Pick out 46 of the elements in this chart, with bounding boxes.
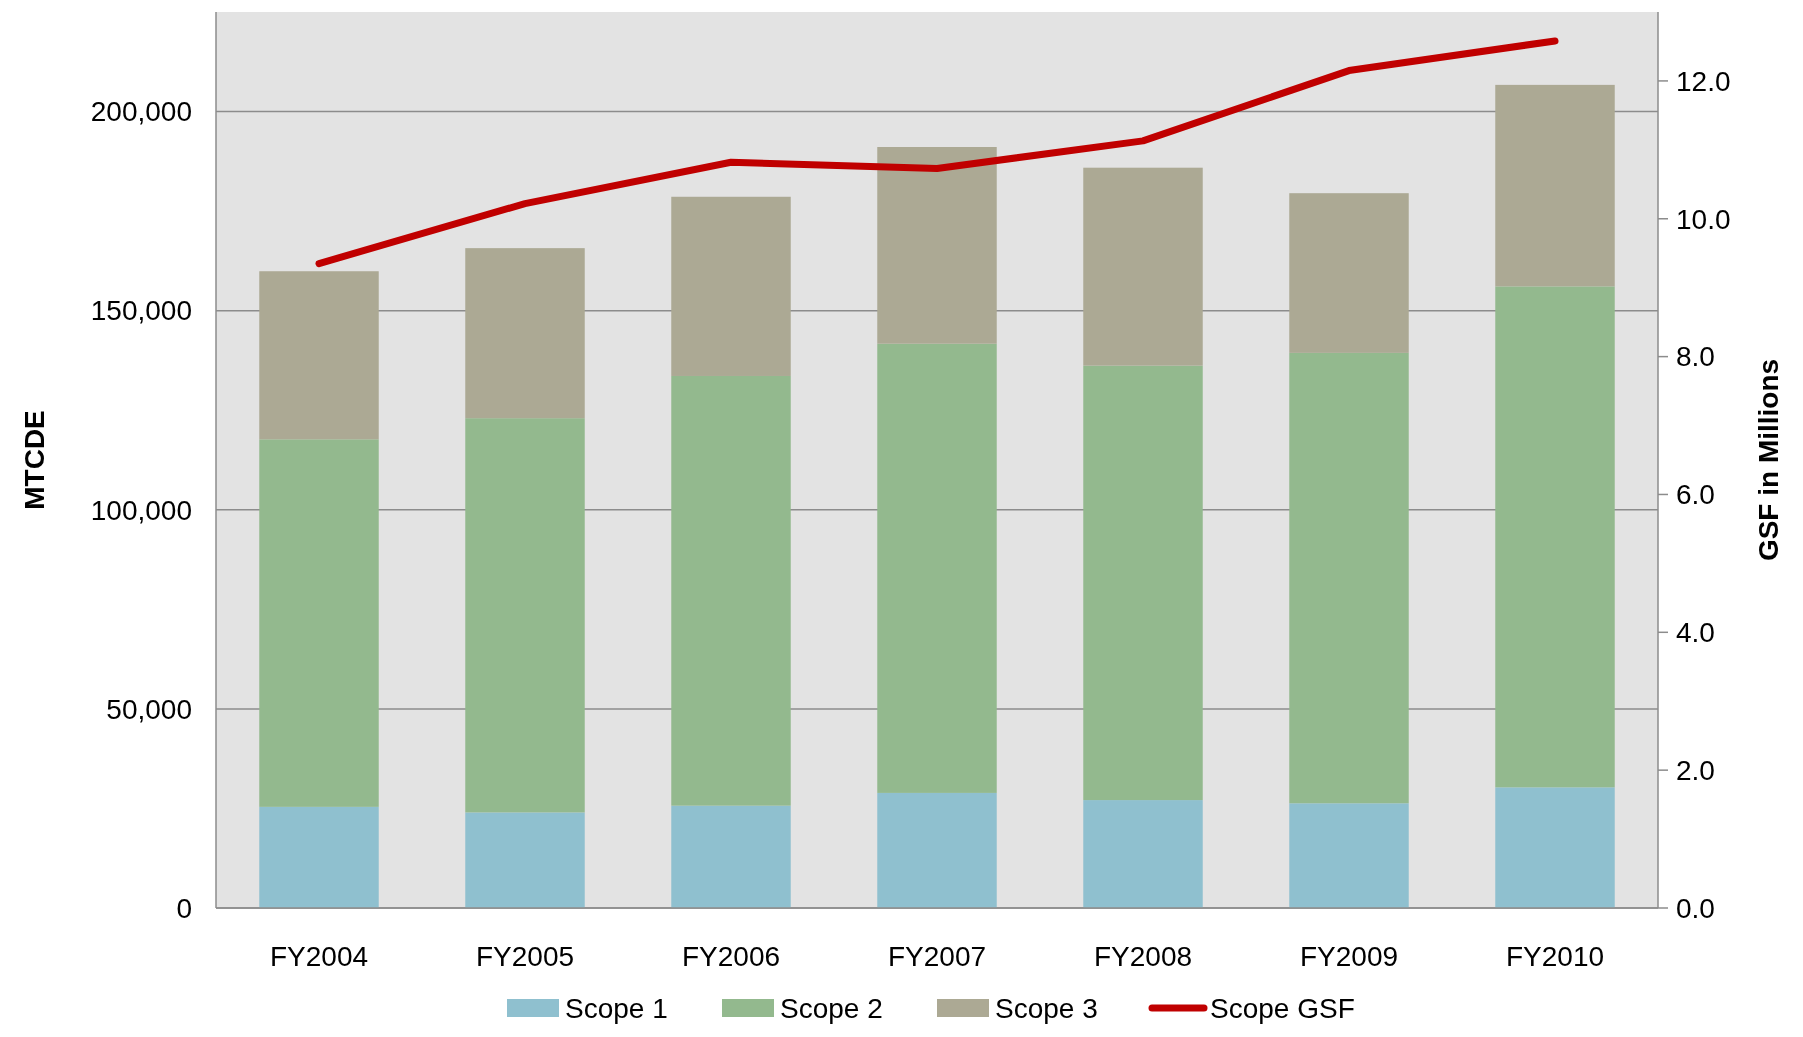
y2-tick-label: 6.0 <box>1676 479 1715 511</box>
bar <box>1495 84 1615 287</box>
bar <box>877 147 997 344</box>
x-tick-label: FY2008 <box>1093 941 1193 972</box>
x-tick-label: FY2006 <box>681 941 781 972</box>
bar <box>259 806 379 908</box>
y2-tick-label: 0.0 <box>1676 892 1715 924</box>
bar <box>259 271 379 440</box>
y2-tick-label: 2.0 <box>1676 754 1715 786</box>
y2-tick-label: 10.0 <box>1676 203 1731 235</box>
bar <box>671 375 791 806</box>
y2-tick-label: 12.0 <box>1676 65 1731 97</box>
y-tick-label: 0 <box>176 892 192 924</box>
x-tick-label: FY2010 <box>1505 941 1605 972</box>
y2-axis-title: GSF in Millions <box>1753 358 1784 562</box>
legend-label: Scope 1 <box>565 992 668 1024</box>
y-tick-label: 100,000 <box>90 494 192 526</box>
bar <box>259 439 379 807</box>
y-tick-label: 150,000 <box>90 295 192 327</box>
bar <box>1289 803 1409 908</box>
x-tick-label: FY2004 <box>269 941 369 972</box>
bar <box>1083 167 1203 366</box>
bar <box>465 418 585 813</box>
bar <box>877 792 997 908</box>
y2-tick-label: 8.0 <box>1676 341 1715 373</box>
legend-label: Scope GSF <box>1210 992 1355 1024</box>
bar <box>1495 787 1615 908</box>
bar <box>1083 800 1203 908</box>
legend-label: Scope 3 <box>995 992 1098 1024</box>
x-tick-label: FY2007 <box>887 941 987 972</box>
bar <box>1289 193 1409 353</box>
bar <box>465 812 585 908</box>
bar <box>1289 352 1409 804</box>
bar <box>671 805 791 908</box>
bar <box>1495 286 1615 788</box>
y-tick-label: 50,000 <box>106 693 192 725</box>
y2-tick-label: 4.0 <box>1676 617 1715 649</box>
x-tick-label: FY2009 <box>1299 941 1399 972</box>
y-axis-title: MTCDE <box>19 410 50 510</box>
y-tick-label: 200,000 <box>90 96 192 128</box>
x-tick-label: FY2005 <box>475 941 575 972</box>
bar <box>671 196 791 376</box>
legend-label: Scope 2 <box>780 992 883 1024</box>
bar <box>877 343 997 793</box>
bar <box>1083 365 1203 801</box>
bar <box>465 248 585 419</box>
